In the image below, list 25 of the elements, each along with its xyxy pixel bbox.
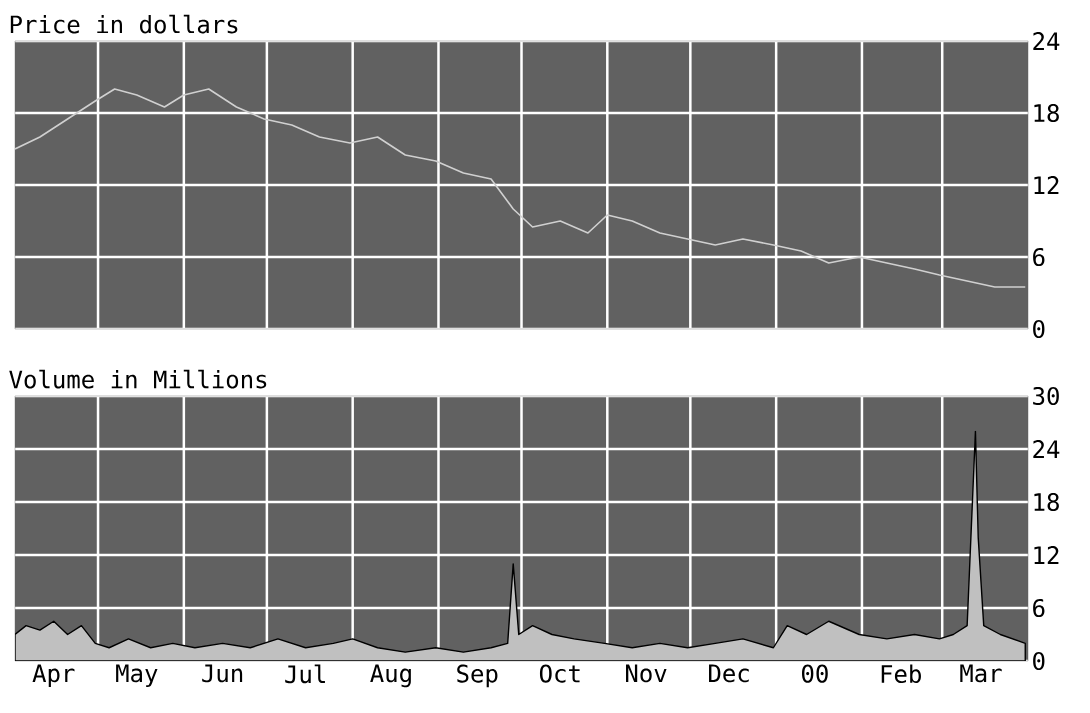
y-tick-label: 18	[1034, 103, 1059, 123]
x-tick-label: Oct	[539, 664, 580, 683]
chart-title: Price in dollars	[10, 14, 238, 34]
y-tick-label: 18	[1034, 492, 1059, 512]
x-tick-label: Apr	[32, 664, 75, 688]
x-tick-label: Dec	[709, 664, 749, 683]
x-tick-label: Mar	[960, 664, 1002, 683]
x-tick-label: Sep	[457, 664, 498, 688]
x-tick-label: Aug	[370, 664, 411, 688]
x-tick-label: May	[116, 664, 158, 688]
x-tick-label: Jul	[285, 664, 325, 684]
y-tick-label: 30	[1033, 386, 1059, 406]
y-tick-label: 0	[1033, 319, 1045, 339]
y-tick-label: 6	[1033, 247, 1045, 267]
x-tick-label: Jun	[202, 664, 243, 683]
x-tick-label: Feb	[881, 664, 921, 684]
y-tick-label: 24	[1033, 32, 1060, 50]
chart-title: Volume in Millions	[9, 369, 267, 389]
y-tick-label: 0	[1033, 651, 1045, 671]
y-tick-label: 12	[1034, 546, 1059, 564]
y-tick-label: 6	[1033, 598, 1045, 618]
y-tick-label: 12	[1034, 176, 1059, 194]
x-tick-label: 00	[802, 664, 828, 683]
x-tick-label: Nov	[626, 664, 667, 683]
y-tick-label: 24	[1033, 440, 1060, 458]
